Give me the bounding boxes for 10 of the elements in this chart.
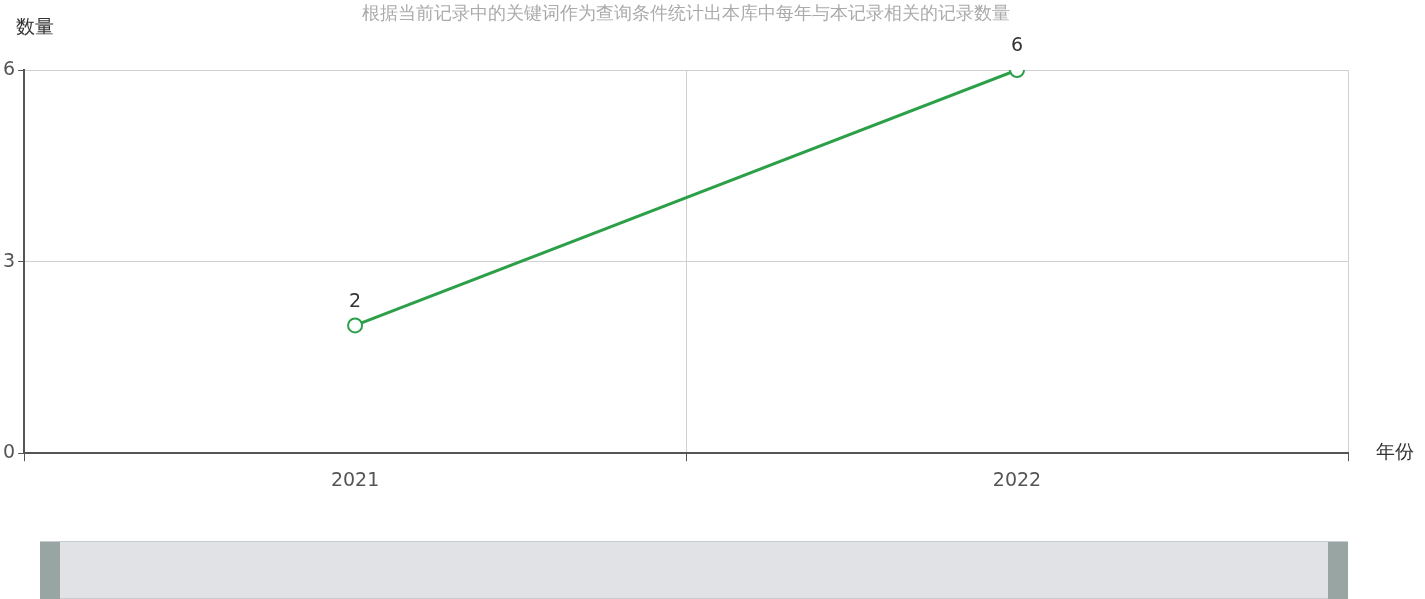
y-tick-label: 6 — [2, 56, 16, 79]
data-label: 2 — [349, 288, 362, 311]
y-axis-title: 数量 — [16, 14, 54, 37]
x-tick-label: 2021 — [330, 467, 380, 490]
x-axis-title: 年份 — [1376, 440, 1414, 463]
data-label: 6 — [1010, 33, 1024, 56]
y-tick-label: 3 — [2, 248, 16, 271]
x-tick-label: 2022 — [992, 467, 1042, 490]
y-tick-label: 0 — [2, 440, 16, 463]
chart-title: 根据当前记录中的关键词作为查询条件统计出本库中每年与本记录相关的记录数量 — [362, 1, 1011, 23]
